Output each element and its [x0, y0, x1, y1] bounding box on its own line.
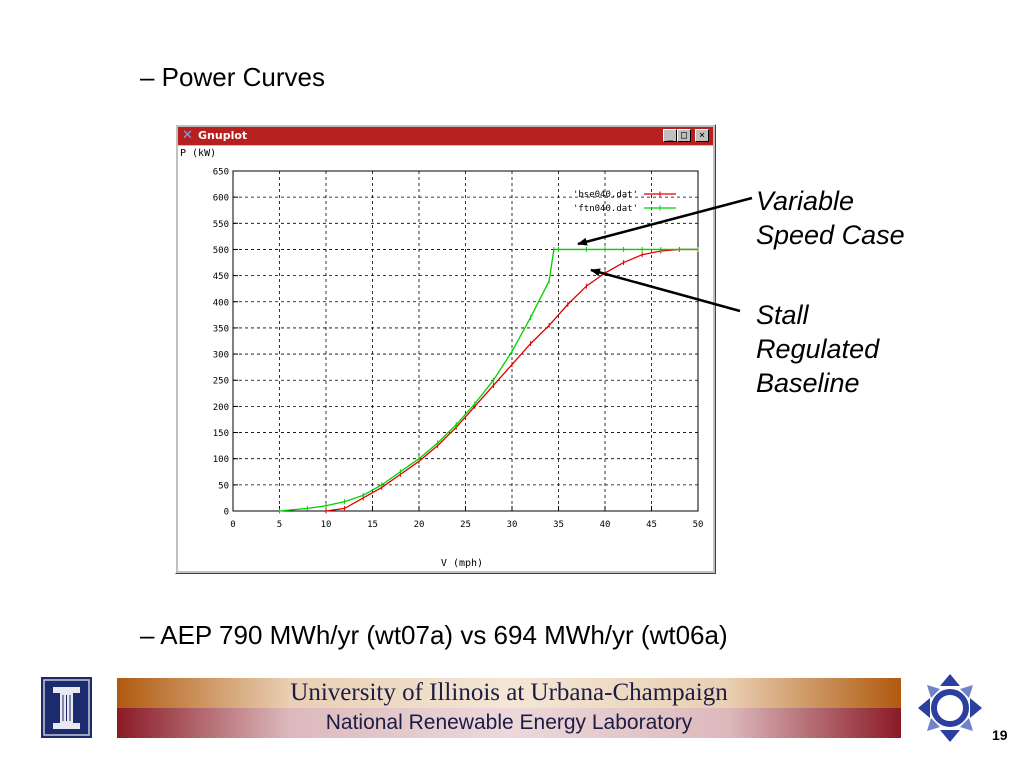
x-tick-label: 20	[414, 520, 425, 530]
y-axis-label: P (kW)	[180, 148, 216, 159]
window-title: Gnuplot	[198, 129, 248, 142]
bullet-power-curves: – Power Curves	[140, 62, 325, 92]
y-tick-labels: 0 50 100 150 200 250 300 350 400 450 500 550 600 650	[213, 168, 238, 518]
y-tick-label: 50	[218, 481, 229, 491]
x-tick-label: 50	[693, 520, 704, 530]
y-tick-label: 100	[213, 455, 229, 465]
x-axis-label: V (mph)	[441, 558, 483, 569]
power-curve-chart: P (kW) 050100150200250300350400450500550…	[180, 148, 703, 569]
legend: 'bse040.dat' 'ftn040.dat'	[573, 190, 676, 214]
ring-logo-icon	[918, 674, 982, 742]
series	[279, 246, 699, 514]
y-tick-label: 550	[213, 220, 229, 230]
maximize-icon[interactable]: □	[677, 129, 691, 142]
x-tick-label: 0	[230, 520, 235, 530]
y-tick-label: 200	[213, 403, 229, 413]
university-name: University of Illinois at Urbana-Champai…	[290, 679, 728, 706]
y-tick-label: 450	[213, 272, 229, 282]
y-tick-label: 500	[213, 246, 229, 256]
plot-area: P (kW) 0 50 100 150 200 250 300 350 400 450 500 550…	[178, 146, 713, 571]
x-tick-label: 15	[367, 520, 378, 530]
gnuplot-window[interactable]: ✕ Gnuplot _ □ × P (kW) 0 50 100 150 200 250 30…	[175, 124, 716, 574]
minimize-icon[interactable]: _	[663, 129, 677, 142]
illinois-logo-icon	[41, 677, 92, 738]
x-tick-label: 30	[507, 520, 518, 530]
y-tick-label: 150	[213, 429, 229, 439]
y-tick-label: 250	[213, 377, 229, 387]
arrow-variable-speed	[577, 196, 753, 246]
y-tick-label: 600	[213, 194, 229, 204]
lab-name: National Renewable Energy Laboratory	[325, 711, 693, 734]
footer-banner: University of Illinois at Urbana-Champai…	[117, 678, 901, 738]
y-tick-label: 400	[213, 298, 229, 308]
annotation-stall-line3: Baseline	[756, 368, 860, 398]
annotation-variable-line2: Speed Case	[756, 220, 905, 250]
legend-label: 'ftn040.dat'	[573, 204, 638, 214]
x-tick-label: 10	[321, 520, 332, 530]
annotation-stall-line1: Stall	[756, 300, 809, 330]
annotation-stall-line2: Regulated	[756, 334, 880, 364]
annotation-stall-regulated: Stall Regulated Baseline	[756, 298, 879, 400]
annotation-variable-speed: Variable Speed Case	[756, 184, 905, 252]
x-tick-label: 35	[553, 520, 564, 530]
page-number: 19	[992, 727, 1008, 743]
y-tick-label: 350	[213, 324, 229, 334]
x-tick-labels: 0 5 10 15 20 25 30 35 40 45 50	[230, 506, 703, 530]
x-tick-label: 5	[277, 520, 282, 530]
window-title-bar[interactable]: ✕ Gnuplot _ □ ×	[178, 127, 713, 145]
close-icon[interactable]: ×	[695, 129, 709, 142]
y-tick-label: 300	[213, 351, 229, 361]
y-tick-label: 0	[224, 508, 229, 518]
bullet-aep-comparison: – AEP 790 MWh/yr (wt07a) vs 694 MWh/yr (…	[140, 620, 728, 650]
x-icon: ✕	[182, 128, 193, 143]
annotation-variable-line1: Variable	[756, 186, 855, 216]
x-tick-label: 40	[600, 520, 611, 530]
legend-label: 'bse040.dat'	[573, 190, 638, 200]
series-line-1	[279, 248, 698, 512]
x-tick-label: 45	[646, 520, 657, 530]
arrow-stall-regulated	[590, 268, 741, 313]
y-tick-label: 650	[213, 168, 229, 178]
x-tick-label: 25	[460, 520, 471, 530]
grid	[233, 171, 698, 511]
